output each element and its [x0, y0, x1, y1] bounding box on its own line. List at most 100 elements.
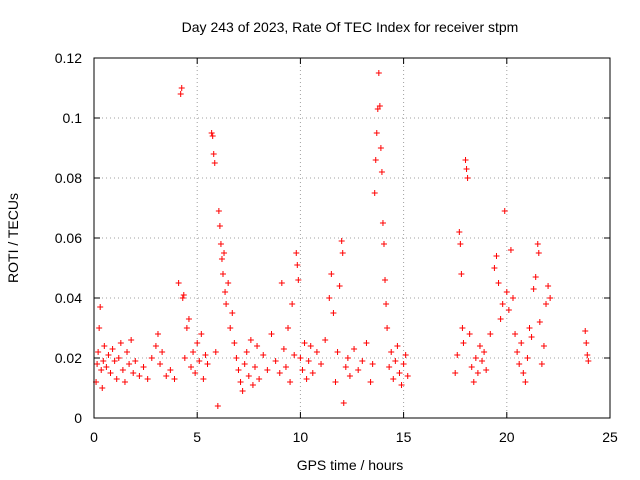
data-point — [369, 361, 376, 367]
data-point — [543, 301, 550, 307]
plot-frame — [93, 57, 611, 419]
data-point — [222, 289, 229, 295]
data-point — [470, 379, 477, 385]
data-point — [217, 241, 224, 247]
data-point — [313, 349, 320, 355]
data-point — [100, 358, 107, 364]
data-point — [194, 340, 201, 346]
data-point — [346, 373, 353, 379]
data-point — [99, 385, 106, 391]
x-tick-label: 25 — [602, 429, 618, 445]
data-point — [179, 295, 186, 301]
data-point — [249, 382, 256, 388]
data-point — [128, 337, 135, 343]
x-tick-label: 0 — [90, 429, 98, 445]
data-point — [367, 379, 374, 385]
data-point — [121, 379, 128, 385]
data-point — [295, 277, 302, 283]
data-point — [378, 169, 385, 175]
data-point — [289, 301, 296, 307]
data-point — [538, 361, 545, 367]
data-point — [159, 349, 166, 355]
data-point — [225, 280, 232, 286]
data-point — [582, 328, 589, 334]
data-point — [211, 160, 218, 166]
data-point — [463, 166, 470, 172]
data-point — [512, 331, 519, 337]
data-point — [330, 310, 337, 316]
data-point — [175, 280, 182, 286]
data-point — [340, 400, 347, 406]
data-point — [105, 352, 112, 358]
data-point — [130, 370, 137, 376]
data-point — [264, 367, 271, 373]
data-point — [251, 364, 258, 370]
data-point — [171, 376, 178, 382]
data-point — [163, 373, 170, 379]
data-point — [483, 367, 490, 373]
data-point — [167, 367, 174, 373]
data-point — [583, 340, 590, 346]
data-point — [218, 256, 225, 262]
data-point — [126, 361, 133, 367]
data-point — [136, 373, 143, 379]
data-point — [235, 367, 242, 373]
data-point — [532, 274, 539, 280]
data-point — [491, 265, 498, 271]
data-point — [384, 325, 391, 331]
data-point — [117, 340, 124, 346]
data-point — [96, 325, 103, 331]
y-tick-label: 0.04 — [55, 290, 82, 306]
data-point — [148, 355, 155, 361]
data-point — [536, 319, 543, 325]
y-tick-label: 0.12 — [55, 50, 82, 66]
data-point — [152, 343, 159, 349]
data-point — [103, 364, 110, 370]
data-point — [287, 379, 294, 385]
data-point — [272, 358, 279, 364]
data-point — [332, 379, 339, 385]
data-point — [520, 370, 527, 376]
data-point — [268, 331, 275, 337]
data-point — [280, 346, 287, 352]
data-point — [526, 325, 533, 331]
data-point — [239, 388, 246, 394]
data-point — [509, 295, 516, 301]
y-tick-label: 0 — [74, 410, 82, 426]
data-point — [140, 364, 147, 370]
data-point — [398, 382, 405, 388]
data-point — [363, 340, 370, 346]
data-point — [474, 370, 481, 376]
data-point — [115, 355, 122, 361]
data-point — [202, 352, 209, 358]
data-point — [456, 229, 463, 235]
data-point — [177, 91, 184, 97]
data-point — [223, 301, 230, 307]
data-point — [380, 241, 387, 247]
data-point — [468, 364, 475, 370]
data-point — [516, 361, 523, 367]
data-point — [299, 367, 306, 373]
data-point — [215, 208, 222, 214]
data-point — [301, 340, 308, 346]
data-point — [495, 280, 502, 286]
data-point — [200, 376, 207, 382]
data-point — [547, 295, 554, 301]
data-point — [294, 262, 301, 268]
data-point — [355, 367, 362, 373]
data-point — [210, 151, 217, 157]
data-point — [303, 376, 310, 382]
data-points — [93, 70, 592, 409]
data-point — [196, 358, 203, 364]
y-tick-label: 0.02 — [55, 350, 82, 366]
data-point — [372, 157, 379, 163]
data-point — [183, 325, 190, 331]
data-point — [390, 376, 397, 382]
data-point — [229, 310, 236, 316]
data-point — [383, 301, 390, 307]
data-point — [458, 271, 465, 277]
data-point — [462, 157, 469, 163]
data-point — [339, 250, 346, 256]
data-point — [237, 379, 244, 385]
